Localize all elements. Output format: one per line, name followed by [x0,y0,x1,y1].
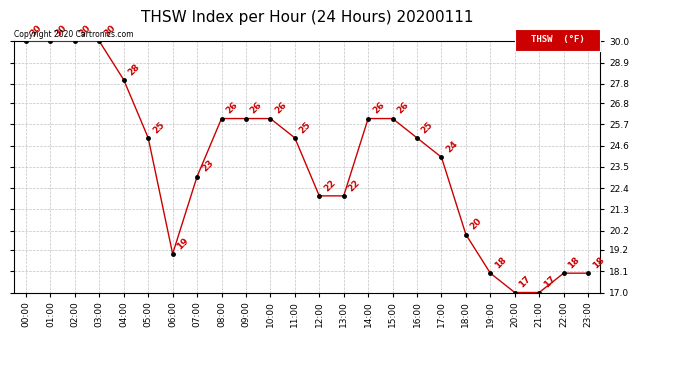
Text: 18: 18 [566,255,582,270]
Text: 25: 25 [151,120,166,135]
Text: 17: 17 [542,274,558,290]
Text: 20: 20 [469,217,484,232]
Text: 26: 26 [395,100,411,116]
Text: 19: 19 [175,236,190,251]
Text: 17: 17 [518,274,533,290]
Text: 28: 28 [126,62,141,77]
Text: 30: 30 [102,23,117,39]
Title: THSW Index per Hour (24 Hours) 20200111: THSW Index per Hour (24 Hours) 20200111 [141,10,473,25]
Text: 25: 25 [420,120,435,135]
Text: 26: 26 [371,100,386,116]
Text: 30: 30 [53,23,68,39]
Text: 22: 22 [322,178,337,193]
Text: 24: 24 [444,139,460,154]
Text: 22: 22 [346,178,362,193]
Text: 26: 26 [224,100,239,116]
Text: 26: 26 [248,100,264,116]
Text: 18: 18 [591,255,606,270]
Text: 23: 23 [200,159,215,174]
Text: Copyright 2020 Cartronics.com: Copyright 2020 Cartronics.com [14,30,133,39]
Text: 25: 25 [297,120,313,135]
Text: 18: 18 [493,255,509,270]
Text: 30: 30 [29,23,44,39]
Text: 30: 30 [78,23,92,39]
Text: 26: 26 [273,100,288,116]
